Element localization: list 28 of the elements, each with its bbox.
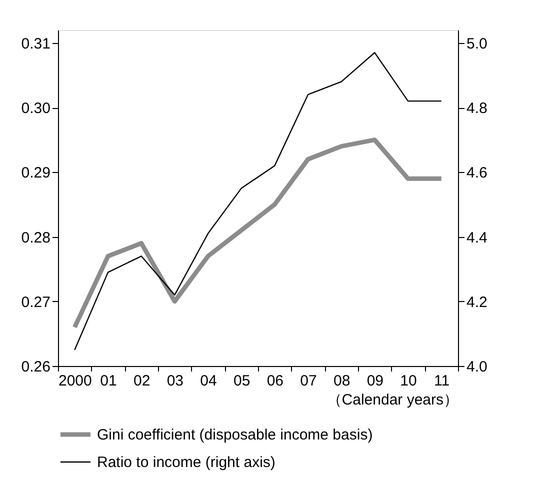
y2-tick-label: 4.0 — [466, 358, 488, 376]
x-tick-label: 05 — [233, 372, 250, 390]
y2-tick-label: 4.2 — [466, 294, 488, 311]
legend-label: Gini coefficient (disposable income basis) — [97, 426, 373, 444]
x-tick-label: 04 — [200, 372, 217, 390]
x-tick-label: 07 — [300, 372, 317, 390]
y2-tick-label: 5.0 — [466, 35, 488, 52]
x-tick-label: 02 — [133, 372, 150, 390]
y2-tick-label: 4.8 — [466, 100, 488, 118]
y2-tick-label: 4.6 — [466, 164, 488, 182]
y-tick-label: 0.31 — [21, 35, 50, 52]
x-tick-label: 06 — [266, 372, 284, 390]
legend-label: Ratio to income (right axis) — [97, 454, 276, 471]
y-tick-label: 0.29 — [21, 164, 50, 182]
x-tick-label: 01 — [100, 372, 117, 390]
x-axis-title: （Calendar years） — [326, 392, 458, 408]
x-tick-label: 2000 — [58, 372, 92, 390]
y-tick-label: 0.26 — [21, 358, 50, 376]
x-tick-label: 08 — [333, 372, 350, 390]
x-tick-label: 11 — [434, 372, 450, 390]
y-tick-label: 0.30 — [21, 100, 50, 118]
y2-tick-label: 4.4 — [466, 229, 488, 246]
x-tick-label: 10 — [400, 372, 417, 390]
y-tick-label: 0.27 — [21, 294, 50, 311]
line-series — [74, 52, 442, 350]
y-tick-label: 0.28 — [21, 229, 50, 246]
x-tick-label: 03 — [166, 372, 184, 390]
x-tick-label: 09 — [366, 372, 384, 390]
